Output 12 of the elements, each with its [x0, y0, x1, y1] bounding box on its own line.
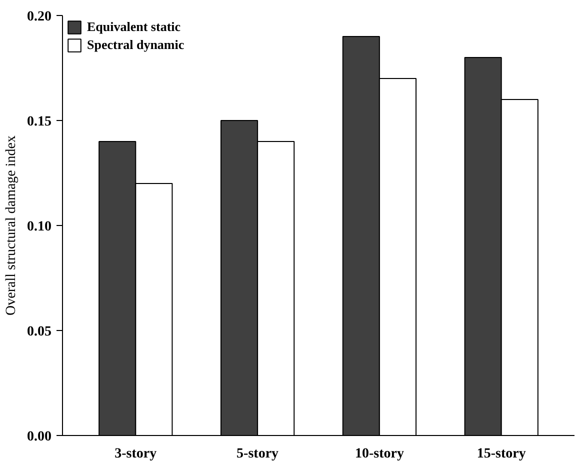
x-tick-label: 15-story — [476, 446, 526, 462]
y-tick-label: 0.15 — [27, 114, 52, 130]
legend-label: Equivalent static — [87, 19, 181, 35]
x-tick-label: 5-story — [236, 446, 279, 462]
y-axis-title: Overall structural damage index — [4, 136, 19, 316]
y-tick-label: 0.05 — [27, 324, 52, 340]
x-tick-label: 10-story — [354, 446, 404, 462]
y-tick-label: 0.00 — [27, 430, 52, 444]
legend-label: Spectral dynamic — [87, 37, 184, 53]
y-tick-label: 0.20 — [27, 10, 52, 24]
y-tick-label: 0.10 — [27, 220, 52, 234]
x-tick-label: 3-story — [114, 446, 157, 462]
